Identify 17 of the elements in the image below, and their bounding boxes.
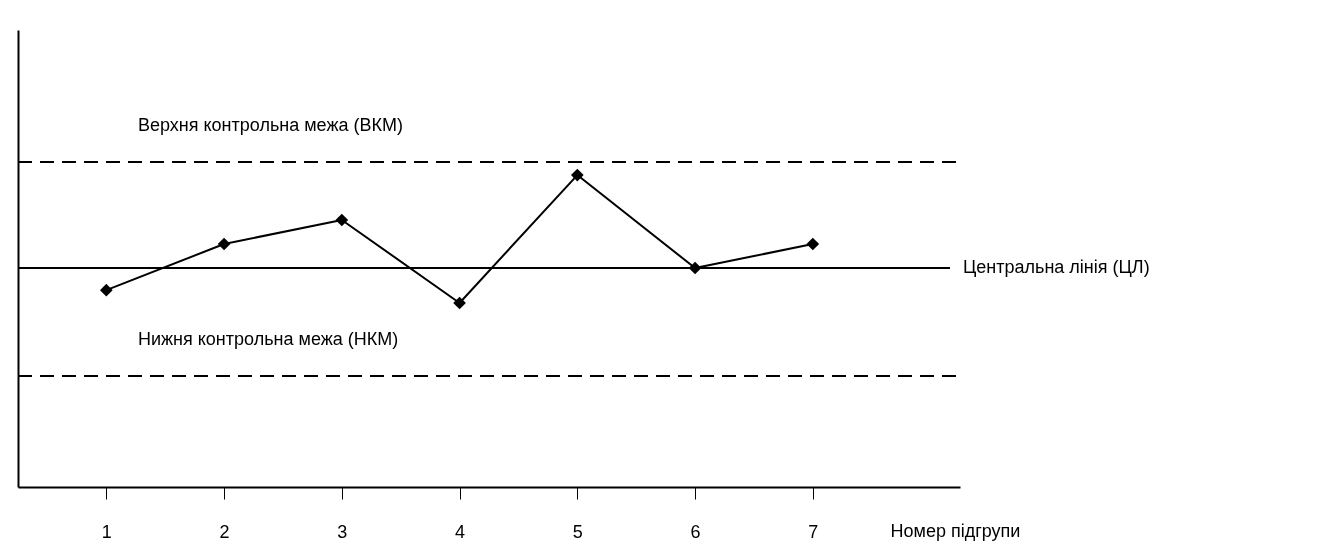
point [806, 237, 820, 251]
x-tick-label: 4 [455, 521, 466, 542]
ref-line-label: Верхня контрольна межа (ВКМ) [138, 114, 403, 135]
x-tick-label: 1 [101, 521, 112, 542]
ref-line-label: Нижня контрольна межа (НКМ) [138, 328, 399, 349]
x-tick-label: 7 [808, 521, 819, 542]
point [99, 283, 113, 297]
point [570, 168, 584, 182]
x-tick-label: 2 [219, 521, 230, 542]
ref-line-label: Центральна лінія (ЦЛ) [963, 257, 1150, 278]
x-axis-title: Номер підгрупи [890, 520, 1021, 541]
point [217, 237, 231, 251]
x-tick-label: 3 [337, 521, 348, 542]
x-tick-label: 6 [690, 521, 701, 542]
point [335, 213, 349, 227]
x-tick-label: 5 [572, 521, 583, 542]
point [453, 296, 466, 310]
